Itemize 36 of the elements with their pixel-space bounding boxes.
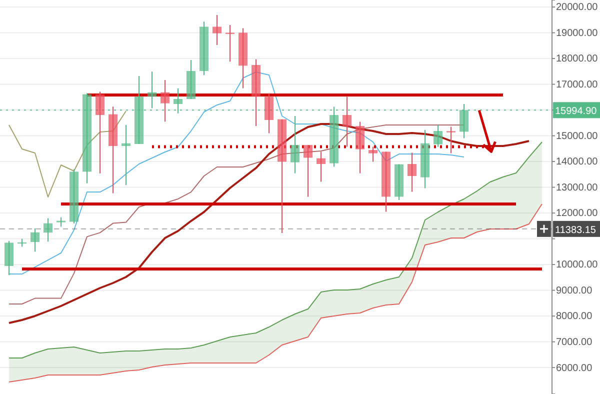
candlestick xyxy=(368,146,378,162)
y-tick-label: 12000.00 xyxy=(556,208,598,220)
y-tick-label: 8000.00 xyxy=(556,311,593,322)
candlestick xyxy=(264,92,274,134)
y-tick-label: 7000.00 xyxy=(556,337,593,348)
candlestick xyxy=(304,144,312,198)
ref-line-label: 15994.90 xyxy=(555,106,598,118)
line-series xyxy=(8,72,464,275)
ref-line-label: 11383.15 xyxy=(555,224,596,236)
candlestick xyxy=(316,151,326,182)
y-tick-label: 13000.00 xyxy=(556,182,598,194)
y-tick-label: 9000.00 xyxy=(556,285,593,296)
candlestick xyxy=(434,124,442,148)
candlestick xyxy=(96,91,104,174)
candlestick xyxy=(446,126,456,154)
candlestick xyxy=(122,124,130,186)
line-series xyxy=(8,204,542,382)
y-tick-label: 19000.00 xyxy=(556,28,598,39)
candlestick xyxy=(56,216,66,228)
y-tick-label: 20000.00 xyxy=(556,2,598,14)
y-tick-label: 6000.00 xyxy=(556,362,593,374)
y-tick-label: 17000.00 xyxy=(556,79,598,90)
candlestick xyxy=(356,121,364,174)
y-tick-label: 14000.00 xyxy=(556,156,598,168)
candlestick xyxy=(408,152,416,192)
candlestick xyxy=(212,14,222,46)
candlestick xyxy=(342,96,352,148)
candlestick xyxy=(30,228,40,252)
candlestick xyxy=(4,240,14,276)
y-tick-label: 15000.00 xyxy=(556,130,598,142)
candlestick xyxy=(290,115,300,174)
line-series xyxy=(8,110,126,198)
candlestick xyxy=(44,218,52,242)
y-tick-label: 10000.00 xyxy=(556,260,598,271)
y-tick-label: 18000.00 xyxy=(556,54,598,65)
candlestick xyxy=(160,80,170,122)
